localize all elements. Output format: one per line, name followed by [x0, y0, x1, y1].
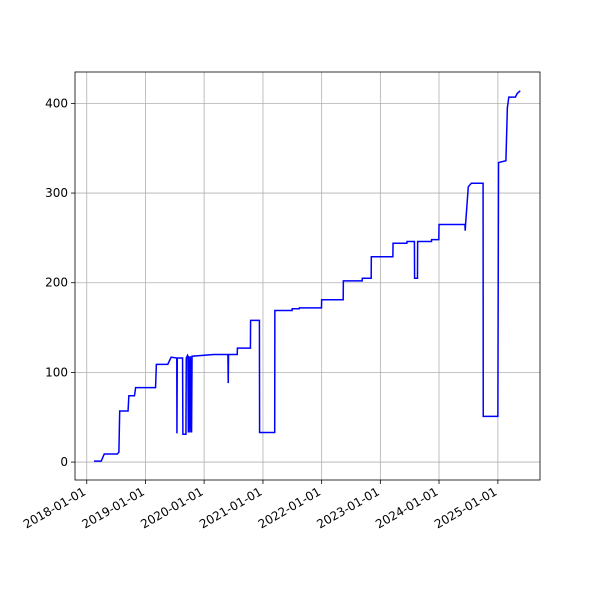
y-tick-label: 200 — [45, 276, 68, 290]
plot-frame — [74, 71, 541, 481]
x-tick-label: 2024-01-01 — [373, 484, 440, 531]
x-tick-label: 2021-01-01 — [197, 484, 264, 531]
x-tick-label: 2022-01-01 — [256, 484, 323, 531]
y-tick-label: 300 — [45, 186, 68, 200]
x-tick-label: 2019-01-01 — [80, 484, 147, 531]
x-tick-label: 2020-01-01 — [138, 484, 205, 531]
x-tick-label: 2023-01-01 — [314, 484, 381, 531]
data-line — [93, 90, 521, 462]
x-tick-label: 2025-01-01 — [432, 484, 499, 531]
y-tick-label: 400 — [45, 96, 68, 110]
y-tick-label: 100 — [45, 365, 68, 379]
y-tick-label: 0 — [60, 455, 68, 469]
x-tick-label: 2018-01-01 — [21, 484, 88, 531]
